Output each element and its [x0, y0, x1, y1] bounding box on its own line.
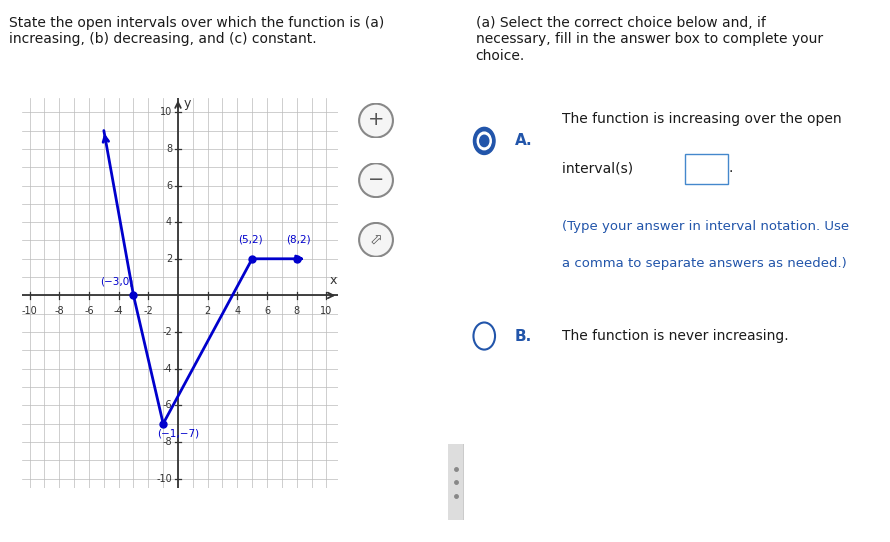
Text: +: + [368, 111, 384, 130]
Text: (5,2): (5,2) [239, 234, 263, 244]
Text: a comma to separate answers as needed.): a comma to separate answers as needed.) [562, 257, 846, 270]
Circle shape [477, 132, 491, 150]
Text: -4: -4 [163, 364, 172, 374]
Text: y: y [183, 96, 190, 109]
Circle shape [359, 223, 393, 257]
Text: 10: 10 [160, 107, 172, 117]
Text: 8: 8 [294, 306, 300, 315]
Text: 6: 6 [166, 180, 172, 190]
Text: -2: -2 [162, 327, 172, 337]
Text: -4: -4 [114, 306, 124, 315]
FancyBboxPatch shape [685, 154, 728, 184]
Text: A.: A. [514, 133, 532, 149]
Circle shape [480, 136, 489, 146]
Text: interval(s): interval(s) [562, 161, 637, 175]
Text: x: x [330, 274, 337, 287]
FancyBboxPatch shape [447, 440, 465, 525]
Text: −: − [368, 170, 384, 189]
Text: ⬀: ⬀ [369, 233, 383, 247]
Text: 4: 4 [234, 306, 240, 315]
Text: 6: 6 [264, 306, 270, 315]
Text: 8: 8 [166, 144, 172, 154]
Text: -10: -10 [157, 474, 172, 483]
Text: The function is increasing over the open: The function is increasing over the open [562, 112, 842, 126]
Text: .: . [728, 161, 732, 175]
Text: State the open intervals over which the function is (a)
increasing, (b) decreasi: State the open intervals over which the … [9, 16, 384, 47]
Circle shape [359, 104, 393, 138]
Text: 4: 4 [166, 217, 172, 227]
Text: -8: -8 [163, 437, 172, 447]
Text: 2: 2 [166, 254, 172, 264]
Text: B.: B. [514, 328, 531, 344]
Text: (8,2): (8,2) [286, 234, 311, 244]
Text: -2: -2 [143, 306, 153, 315]
Text: -6: -6 [163, 401, 172, 410]
Circle shape [473, 127, 495, 154]
Text: (−1,−7): (−1,−7) [157, 428, 199, 438]
Text: (−3,0): (−3,0) [101, 276, 134, 286]
Text: -6: -6 [85, 306, 93, 315]
Circle shape [359, 163, 393, 197]
Text: (Type your answer in interval notation. Use: (Type your answer in interval notation. … [562, 220, 849, 233]
Text: The function is never increasing.: The function is never increasing. [562, 329, 789, 343]
Text: (a) Select the correct choice below and, if
necessary, fill in the answer box to: (a) Select the correct choice below and,… [475, 16, 822, 63]
Text: 10: 10 [320, 306, 333, 315]
Text: 2: 2 [205, 306, 211, 315]
Text: -8: -8 [54, 306, 64, 315]
Text: -10: -10 [21, 306, 37, 315]
